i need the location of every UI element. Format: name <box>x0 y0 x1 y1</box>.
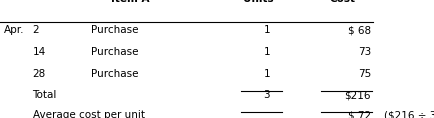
Text: $216: $216 <box>345 90 371 100</box>
Text: Cost: Cost <box>330 0 356 4</box>
Text: 28: 28 <box>33 69 46 79</box>
Text: Apr.: Apr. <box>4 25 25 35</box>
Text: 75: 75 <box>358 69 371 79</box>
Text: 73: 73 <box>358 47 371 57</box>
Text: Units: Units <box>243 0 273 4</box>
Text: Purchase: Purchase <box>91 47 138 57</box>
Text: ($216 ÷ 3 units): ($216 ÷ 3 units) <box>384 110 434 118</box>
Text: Purchase: Purchase <box>91 69 138 79</box>
Text: $ 72: $ 72 <box>348 110 371 118</box>
Text: Item A: Item A <box>111 0 149 4</box>
Text: 1: 1 <box>263 47 270 57</box>
Text: $ 68: $ 68 <box>348 25 371 35</box>
Text: Purchase: Purchase <box>91 25 138 35</box>
Text: Total: Total <box>33 90 57 100</box>
Text: 1: 1 <box>263 69 270 79</box>
Text: 1: 1 <box>263 25 270 35</box>
Text: 2: 2 <box>33 25 39 35</box>
Text: Average cost per unit: Average cost per unit <box>33 110 145 118</box>
Text: 3: 3 <box>263 90 270 100</box>
Text: 14: 14 <box>33 47 46 57</box>
